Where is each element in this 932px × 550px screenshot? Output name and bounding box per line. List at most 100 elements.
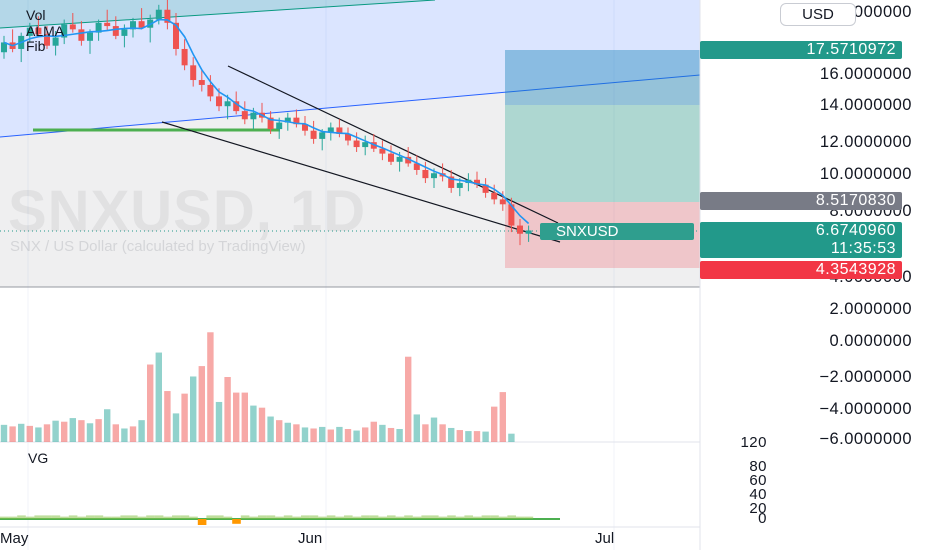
vg-bar bbox=[206, 515, 215, 519]
volume-bar bbox=[370, 421, 377, 442]
vg-bar bbox=[103, 516, 112, 519]
position-profit-zone-top bbox=[505, 50, 700, 105]
candle-body bbox=[207, 84, 214, 97]
vg-bar bbox=[292, 516, 301, 519]
vg-bar bbox=[172, 515, 181, 519]
candle-body bbox=[499, 199, 506, 205]
candle-body bbox=[336, 127, 343, 134]
volume-bar bbox=[190, 376, 197, 442]
vg-bar bbox=[189, 516, 198, 519]
vg-bar bbox=[34, 515, 43, 519]
legend-alma[interactable]: ALMA bbox=[26, 23, 65, 39]
candle-body bbox=[310, 130, 317, 139]
volume-bar bbox=[473, 431, 481, 442]
vg-bar bbox=[412, 516, 422, 519]
vg-bar bbox=[352, 516, 362, 519]
candle-body bbox=[69, 24, 76, 30]
vg-bar bbox=[335, 516, 344, 519]
candle-body bbox=[164, 9, 171, 23]
volume-bar bbox=[430, 417, 438, 442]
vg-bar bbox=[266, 515, 276, 519]
price-tick: 12.0000000 bbox=[819, 133, 912, 151]
volume-bar bbox=[344, 429, 352, 442]
candle-body bbox=[413, 163, 420, 170]
vg-bar bbox=[318, 516, 327, 519]
vg-bar bbox=[111, 516, 121, 519]
bar-countdown: 11:35:53 bbox=[830, 240, 896, 257]
vg-bar bbox=[43, 515, 52, 519]
price-tick: 14.0000000 bbox=[819, 96, 912, 114]
legend-fib[interactable]: Fib bbox=[26, 38, 46, 54]
volume-bar bbox=[293, 424, 300, 442]
vg-bar bbox=[137, 516, 147, 519]
vg-tick: 120 bbox=[740, 434, 767, 451]
legend-vg[interactable]: VG bbox=[28, 450, 49, 466]
volume-bar bbox=[379, 424, 386, 442]
volume-bar bbox=[499, 392, 506, 442]
vg-bar bbox=[86, 515, 95, 519]
candle-body bbox=[379, 148, 386, 154]
volume-bar bbox=[310, 428, 317, 442]
candle-body bbox=[474, 179, 480, 185]
volume-bar bbox=[258, 407, 266, 442]
vg-bar bbox=[361, 515, 370, 519]
vg-bar bbox=[455, 516, 465, 519]
volume-bar bbox=[26, 425, 33, 442]
candle-body bbox=[104, 22, 111, 27]
candle-body bbox=[276, 122, 283, 130]
candle-body bbox=[87, 32, 93, 41]
volume-bar bbox=[448, 427, 455, 442]
currency-button[interactable]: USD bbox=[780, 3, 856, 26]
volume-bar bbox=[465, 431, 472, 442]
volume-bar bbox=[439, 424, 446, 442]
vg-bar bbox=[8, 516, 18, 519]
vg-tick: 40 bbox=[749, 486, 767, 503]
vg-bar bbox=[301, 515, 310, 519]
volume-bar bbox=[327, 429, 334, 442]
volume-bar bbox=[129, 426, 137, 442]
candle-body bbox=[422, 169, 429, 179]
vg-bar bbox=[464, 515, 473, 519]
vg-bar bbox=[395, 516, 405, 519]
volume-bar bbox=[224, 377, 231, 442]
vg-bar bbox=[197, 519, 207, 525]
volume-bar bbox=[233, 392, 240, 442]
candle-body bbox=[517, 225, 523, 234]
candle-body bbox=[482, 184, 489, 193]
volume-bar bbox=[387, 427, 395, 442]
volume-bar bbox=[35, 427, 42, 442]
candle-body bbox=[1, 42, 7, 53]
vg-bar bbox=[60, 516, 69, 519]
candle-body bbox=[327, 127, 334, 133]
vg-bar bbox=[240, 515, 250, 519]
fib-line bbox=[0, 74, 701, 138]
volume-bar bbox=[198, 366, 205, 442]
volume-bar bbox=[138, 420, 145, 442]
candle-body bbox=[138, 21, 145, 28]
candle-body bbox=[26, 27, 33, 36]
candle-body bbox=[405, 156, 412, 164]
vg-bar bbox=[507, 515, 516, 519]
candle-body bbox=[508, 204, 515, 226]
volume-bar bbox=[69, 418, 76, 442]
volume-bar bbox=[18, 423, 25, 442]
price-tick: −2.0000000 bbox=[819, 368, 912, 386]
vg-bar bbox=[481, 515, 491, 519]
candle-body bbox=[233, 101, 240, 112]
candle-body bbox=[353, 140, 360, 148]
level-tag: 8.5170830 bbox=[700, 192, 902, 210]
volume-bar bbox=[0, 424, 8, 442]
symbol-description-watermark: SNX / US Dollar (calculated by TradingVi… bbox=[10, 238, 306, 255]
time-label-may: May bbox=[0, 530, 29, 547]
stop-level-tag: 4.3543928 bbox=[700, 261, 902, 279]
legend-volume[interactable]: Vol bbox=[26, 7, 46, 23]
vg-bar bbox=[378, 516, 387, 519]
time-label-jul: Jul bbox=[595, 530, 615, 547]
last-price-tag: 6.6740960 11:35:53 bbox=[700, 222, 902, 258]
candle-body bbox=[61, 24, 68, 38]
volume-bar bbox=[396, 429, 403, 442]
vg-bar bbox=[146, 515, 155, 519]
volume-bar bbox=[319, 426, 326, 442]
volume-bar bbox=[61, 421, 68, 442]
